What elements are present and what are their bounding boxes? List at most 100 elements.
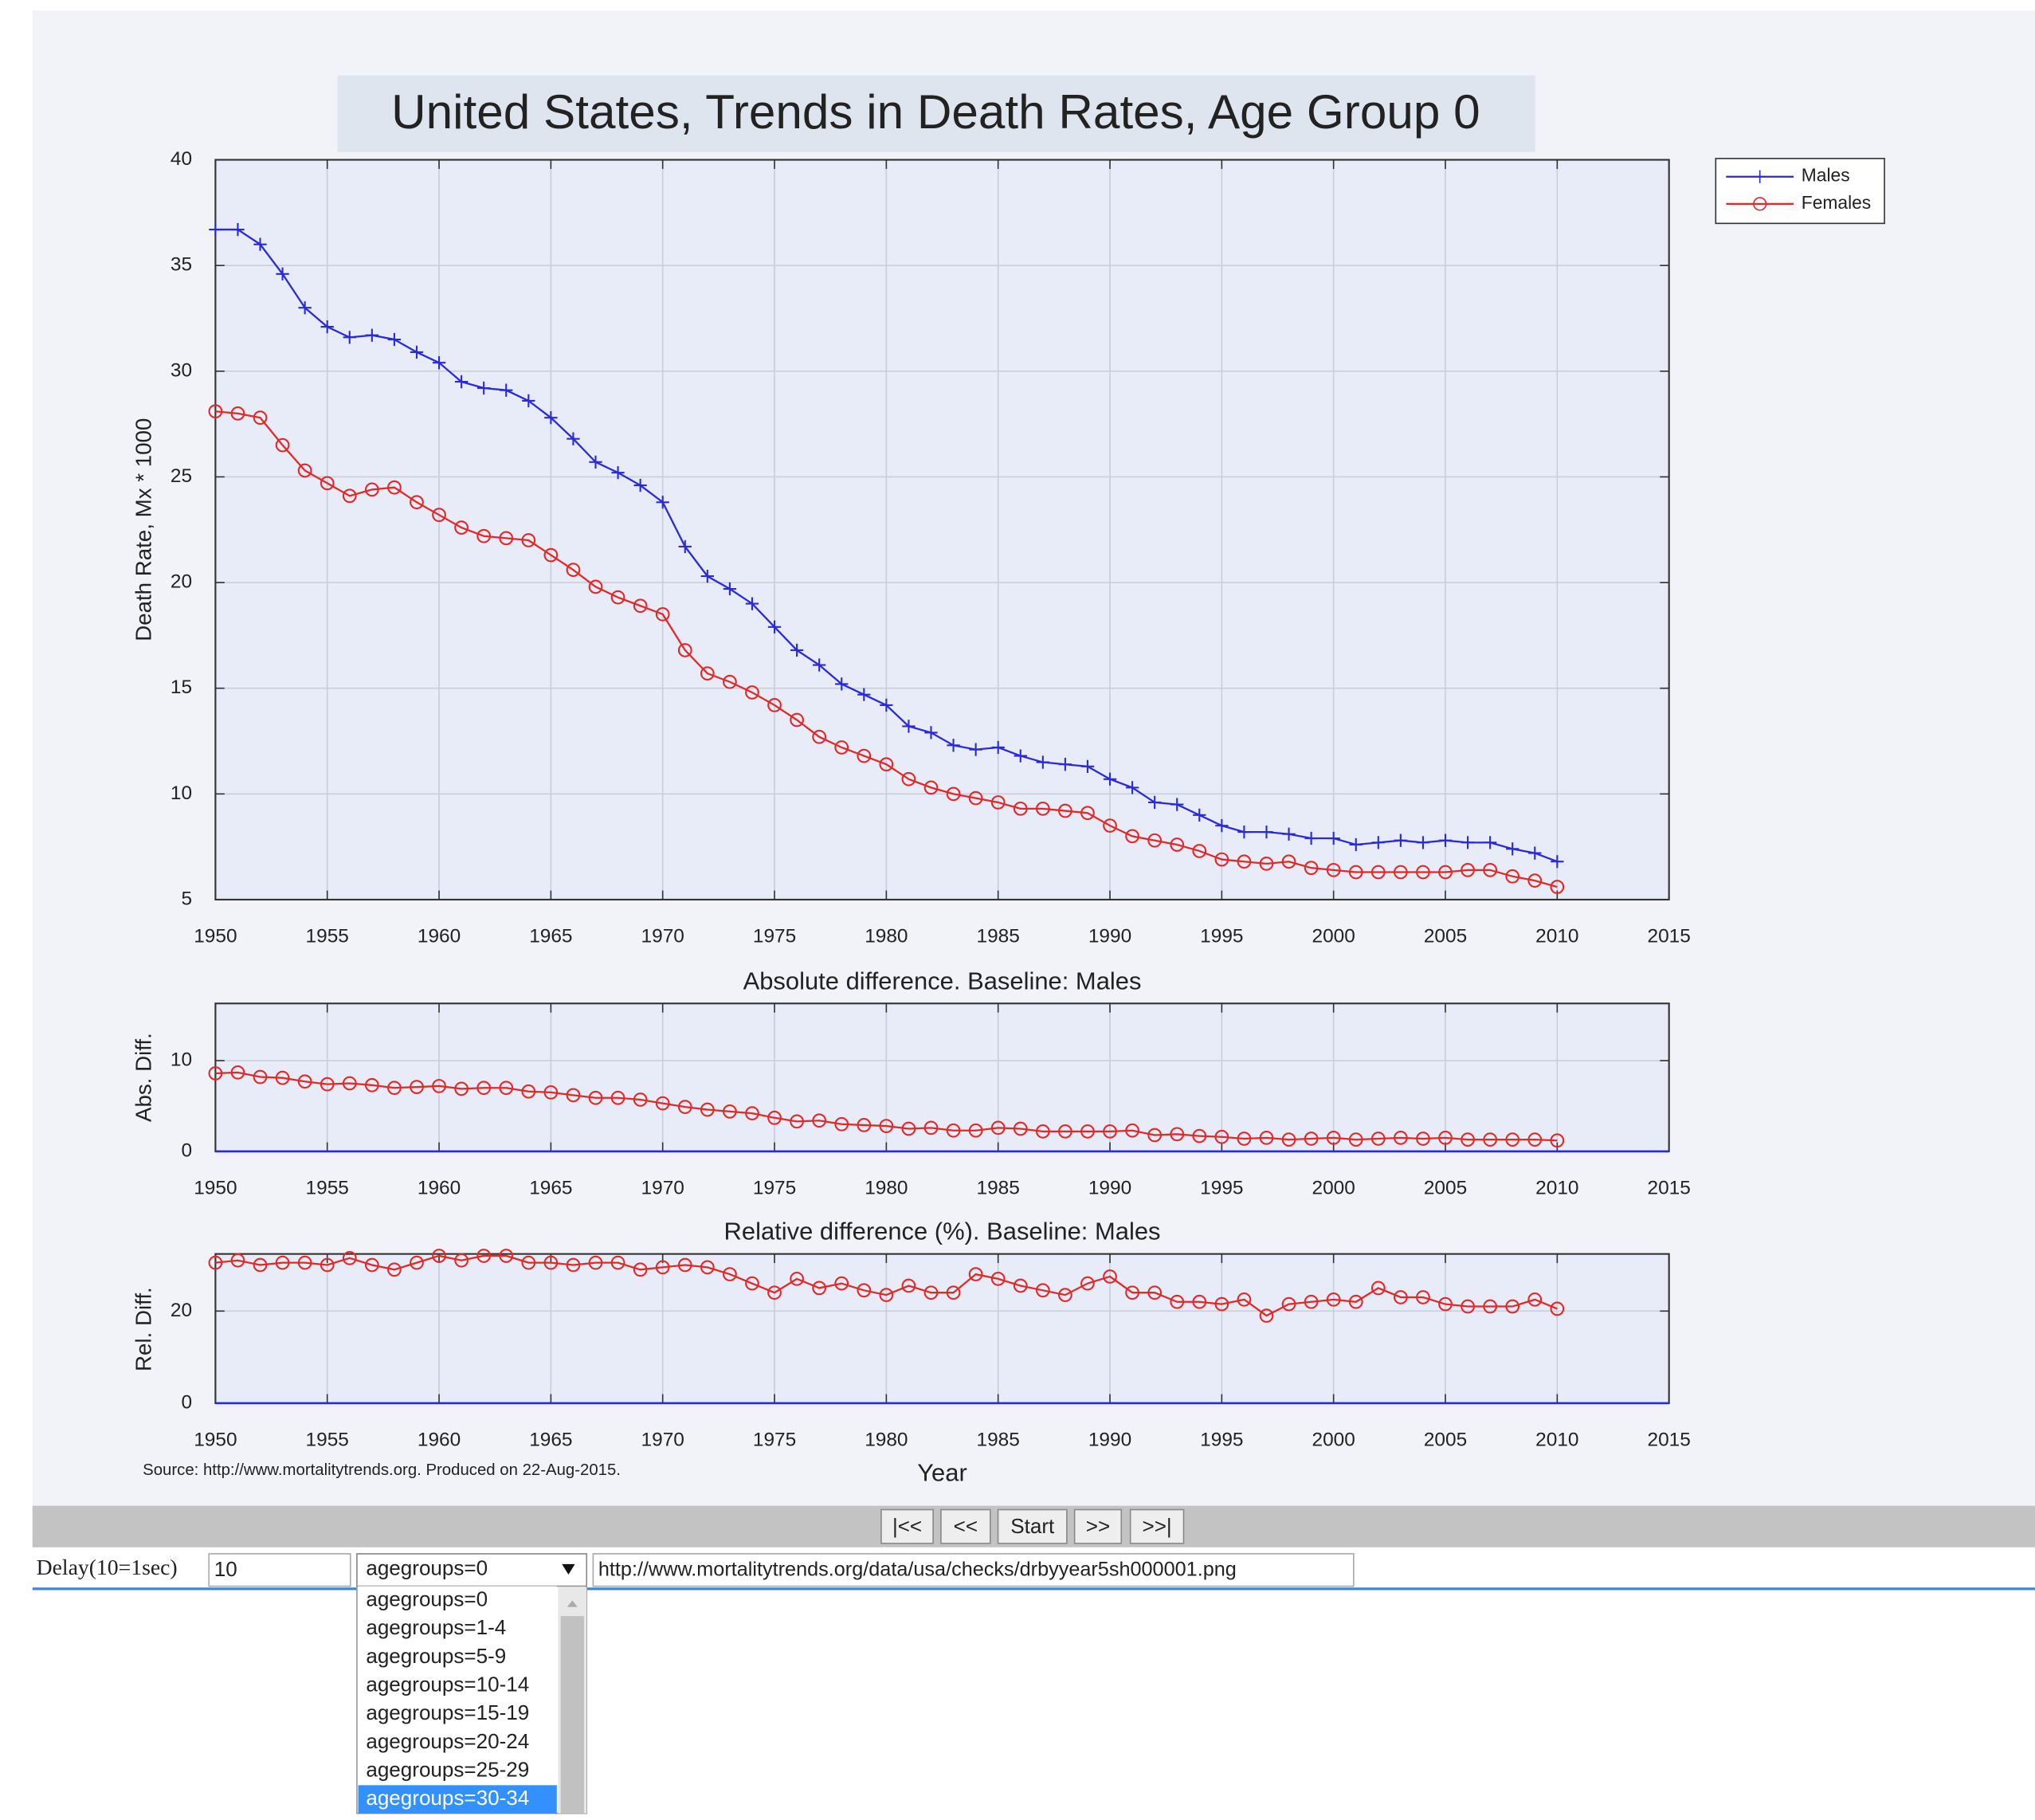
marker: [1035, 1124, 1050, 1139]
marker: [1214, 1296, 1229, 1312]
dropdown-option[interactable]: [358, 1700, 557, 1728]
marker: [1304, 1132, 1319, 1146]
marker: [946, 1285, 961, 1300]
marker: [320, 1257, 335, 1273]
marker: [834, 1276, 849, 1291]
marker: [1147, 1285, 1163, 1300]
marker: [1237, 854, 1252, 869]
delay-input[interactable]: [208, 1553, 351, 1587]
marker: [1394, 865, 1408, 880]
marker: [432, 508, 446, 523]
nav-button[interactable]: [880, 1508, 934, 1544]
marker: [230, 1253, 245, 1268]
x-tick-label: 1985: [977, 1178, 1020, 1199]
dropdown-option[interactable]: [358, 1756, 557, 1786]
marker: [1527, 1292, 1543, 1307]
x-tick-label: 1985: [977, 1430, 1020, 1451]
marker: [499, 531, 514, 546]
marker: [1416, 865, 1430, 880]
dropdown-option[interactable]: [358, 1728, 557, 1757]
url-input[interactable]: [592, 1553, 1355, 1587]
marker: [1170, 837, 1185, 852]
marker: [1327, 831, 1340, 845]
age-select[interactable]: [356, 1553, 588, 1587]
legend-marker: [1753, 170, 1766, 183]
marker: [834, 740, 849, 755]
marker: [230, 406, 245, 421]
marker: [1506, 842, 1519, 856]
dropdown-option[interactable]: [358, 1614, 557, 1643]
nav-button[interactable]: [1073, 1508, 1123, 1544]
marker: [320, 1077, 335, 1092]
marker: [678, 539, 692, 554]
marker: [1192, 1294, 1207, 1309]
marker: [1551, 855, 1564, 869]
x-tick-label: 1960: [418, 926, 461, 947]
y-axis-label: Abs. Diff.: [131, 1033, 156, 1122]
nav-button[interactable]: [997, 1508, 1068, 1544]
marker: [1304, 831, 1318, 845]
x-tick-label: 1960: [418, 1178, 461, 1199]
url-value: http://www.mortalitytrends.org/data/usa/…: [598, 1559, 1237, 1581]
marker: [1281, 854, 1296, 869]
marker: [857, 688, 871, 701]
x-tick-label: 2015: [1647, 1178, 1690, 1199]
marker: [1505, 869, 1520, 884]
nav-button[interactable]: [1129, 1508, 1185, 1544]
marker: [410, 495, 424, 510]
x-tick-label: 1950: [194, 1178, 237, 1199]
marker: [1125, 829, 1139, 844]
marker: [364, 1077, 379, 1092]
x-tick-label: 2010: [1535, 1178, 1578, 1199]
marker: [1035, 1283, 1050, 1298]
marker: [1260, 825, 1273, 839]
nav-button-label: >>: [1086, 1514, 1110, 1538]
y-tick-label: 15: [171, 677, 192, 698]
marker: [1080, 806, 1095, 821]
marker: [298, 301, 312, 315]
marker: [589, 455, 602, 469]
nav-button-label: <<: [954, 1514, 978, 1538]
nav-button[interactable]: [940, 1508, 991, 1544]
source-note: Source: http://www.mortalitytrends.org. …: [143, 1461, 621, 1479]
dropdown-option[interactable]: [358, 1671, 557, 1700]
axes-box: [214, 159, 1670, 901]
marker: [1438, 834, 1453, 847]
marker: [1461, 1132, 1475, 1147]
dropdown-option[interactable]: [358, 1586, 557, 1615]
marker: [476, 1081, 492, 1096]
x-tick-label: 2000: [1312, 1178, 1355, 1199]
marker: [990, 795, 1006, 810]
marker: [364, 482, 379, 497]
dropdown-option[interactable]: [358, 1785, 557, 1814]
marker: [522, 394, 535, 408]
marker: [521, 1084, 536, 1099]
select-value: agegroups=0: [366, 1555, 488, 1579]
marker: [342, 1250, 357, 1265]
marker: [969, 743, 982, 756]
marker: [990, 1271, 1006, 1286]
x-tick-label: 1995: [1200, 1178, 1243, 1199]
marker: [610, 1090, 625, 1105]
marker: [924, 726, 938, 739]
series-line: [215, 410, 1558, 888]
marker: [231, 222, 245, 237]
scroll-thumb[interactable]: [560, 1616, 584, 1814]
marker: [1148, 795, 1162, 810]
marker: [387, 480, 402, 495]
x-tick-label: 1965: [529, 1178, 572, 1199]
scroll-up[interactable]: [567, 1600, 578, 1607]
marker: [1058, 1124, 1072, 1139]
marker: [454, 1253, 469, 1268]
marker: [1505, 1299, 1520, 1314]
marker: [253, 1257, 268, 1273]
marker: [1103, 1269, 1117, 1284]
marker: [1147, 833, 1163, 848]
dropdown-option[interactable]: [358, 1642, 557, 1672]
marker: [700, 1102, 715, 1117]
marker: [901, 1278, 916, 1293]
y-tick-label: 25: [171, 465, 192, 487]
marker: [1214, 1129, 1229, 1144]
marker: [1438, 1130, 1453, 1145]
